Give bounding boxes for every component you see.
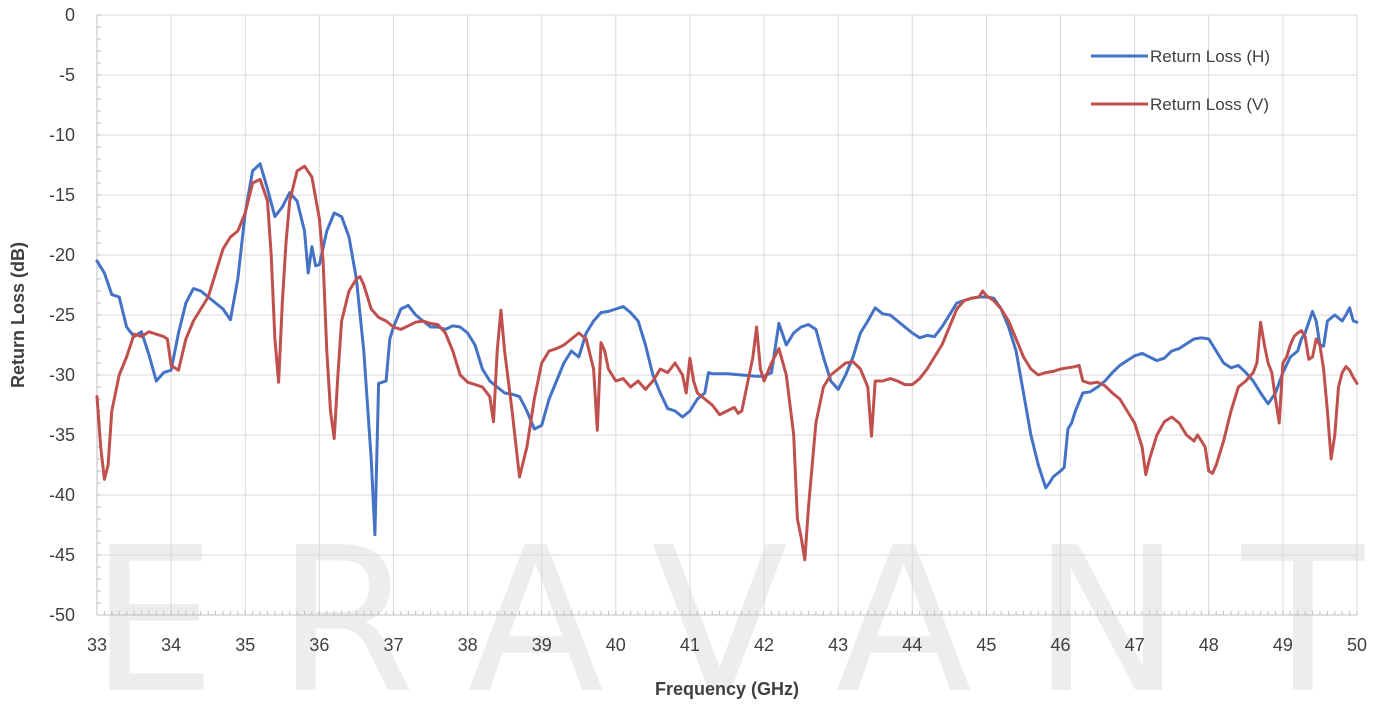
y-tick-label: -10 <box>49 125 75 145</box>
y-tick-label: -45 <box>49 545 75 565</box>
watermark-text: ERAVANT <box>90 505 1386 705</box>
legend-label: Return Loss (V) <box>1150 95 1269 114</box>
x-tick-label: 42 <box>754 635 774 655</box>
y-tick-label: -5 <box>59 65 75 85</box>
legend: Return Loss (H) Return Loss (V) <box>1091 47 1270 114</box>
x-tick-label: 43 <box>828 635 848 655</box>
x-tick-label: 33 <box>87 635 107 655</box>
y-tick-label: -40 <box>49 485 75 505</box>
y-axis-title: Return Loss (dB) <box>8 242 28 388</box>
x-tick-label: 38 <box>458 635 478 655</box>
x-tick-label: 39 <box>532 635 552 655</box>
x-tick-label: 48 <box>1199 635 1219 655</box>
y-tick-label: 0 <box>65 5 75 25</box>
x-axis-title: Frequency (GHz) <box>655 679 799 699</box>
x-tick-label: 46 <box>1051 635 1071 655</box>
x-tick-label: 41 <box>680 635 700 655</box>
y-tick-label: -15 <box>49 185 75 205</box>
x-tick-label: 37 <box>383 635 403 655</box>
y-tick-label: -35 <box>49 425 75 445</box>
y-tick-label: -30 <box>49 365 75 385</box>
x-tick-labels: 33 34 35 36 37 38 39 40 41 42 43 44 45 46 47 48 49 50 <box>87 635 1367 655</box>
series-line-v <box>95 164 1359 562</box>
y-tick-label: -50 <box>49 605 75 625</box>
x-tick-label: 36 <box>309 635 329 655</box>
x-tick-label: 45 <box>976 635 996 655</box>
x-tick-label: 47 <box>1125 635 1145 655</box>
series-lines <box>95 162 1359 562</box>
x-tick-label: 49 <box>1273 635 1293 655</box>
y-tick-labels: 0 -5 -10 -15 -20 -25 -30 -35 -40 -45 -50 <box>49 5 75 625</box>
y-tick-label: -20 <box>49 245 75 265</box>
x-tick-label: 35 <box>235 635 255 655</box>
series-line-h <box>95 162 1359 537</box>
y-tick-label: -25 <box>49 305 75 325</box>
x-tick-label: 44 <box>902 635 922 655</box>
x-minor-ticks <box>96 14 1358 616</box>
x-tick-label: 34 <box>161 635 181 655</box>
x-tick-label: 50 <box>1347 635 1367 655</box>
legend-label: Return Loss (H) <box>1150 47 1270 66</box>
x-tick-label: 40 <box>606 635 626 655</box>
